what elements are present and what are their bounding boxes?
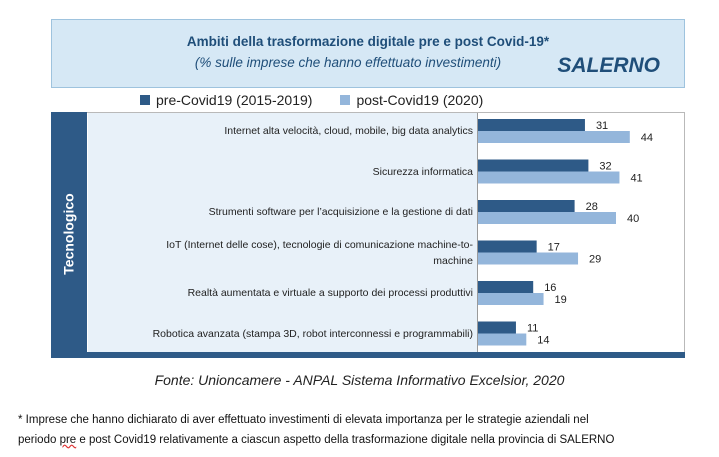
bar-post	[478, 131, 630, 143]
bar-post	[478, 252, 579, 265]
data-label-pre: 31	[596, 120, 608, 132]
bar-pre	[478, 321, 516, 334]
data-label-pre: 11	[527, 323, 538, 335]
category-label-line: machine	[433, 254, 473, 267]
data-label-pre: 32	[599, 161, 611, 173]
bar-pre	[478, 200, 575, 212]
footnote-pre-word: pre	[59, 434, 77, 446]
category-labels-area	[88, 113, 478, 355]
data-label-pre: 17	[548, 242, 560, 254]
bar-pre	[478, 119, 585, 131]
bar-pre	[478, 159, 589, 172]
source-note: Fonte: Unioncamere - ANPAL Sistema Infor…	[154, 372, 565, 388]
data-label-post: 41	[630, 173, 642, 185]
chart-header: Ambiti della trasformazione digitale pre…	[51, 19, 685, 88]
footnote-line-2: periodo pre e post Covid19 relativamente…	[18, 430, 718, 450]
chart-title: Ambiti della trasformazione digitale pre…	[186, 34, 550, 49]
data-label-pre: 16	[544, 282, 556, 294]
city-label: SALERNO	[557, 54, 660, 77]
legend-item-post: post-Covid19 (2020)	[340, 92, 483, 108]
data-label-pre: 28	[586, 201, 598, 213]
data-label-post: 14	[537, 335, 549, 347]
category-label: Robotica avanzata (stampa 3D, robot inte…	[93, 326, 473, 342]
data-label-post: 40	[627, 213, 639, 225]
bar-post	[478, 293, 544, 305]
legend-swatch-pre	[140, 95, 150, 105]
legend-label-pre: pre-Covid19 (2015-2019)	[156, 92, 313, 108]
legend-item-pre: pre-Covid19 (2015-2019)	[140, 92, 312, 108]
category-label-line: Strumenti software per l’acquisizione e …	[208, 206, 473, 218]
footnote-line-2-start: periodo	[18, 434, 60, 446]
chart-subtitle: (% sulle imprese che hanno effettuato in…	[194, 55, 502, 70]
bar-post	[478, 212, 616, 224]
category-label-line: Robotica avanzata (stampa 3D, robot inte…	[152, 327, 473, 340]
category-label: Internet alta velocità, cloud, mobile, b…	[93, 123, 473, 139]
category-label: Realtà aumentata e virtuale a supporto d…	[93, 285, 473, 301]
legend-swatch-post	[340, 95, 351, 105]
footnote-line-1: * Imprese che hanno dichiarato di aver e…	[18, 414, 589, 426]
bar-post	[478, 333, 527, 346]
footnote: * Imprese che hanno dichiarato di aver e…	[18, 410, 718, 450]
category-axis-line	[477, 113, 478, 355]
category-label-line: Realtà aumentata e virtuale a supporto d…	[187, 287, 473, 299]
legend: pre-Covid19 (2015-2019) post-Covid19 (20…	[140, 91, 511, 109]
data-label-post: 19	[555, 294, 567, 306]
category-label-line: Internet alta velocità, cloud, mobile, b…	[224, 125, 473, 137]
legend-label-post: post-Covid19 (2020)	[356, 92, 484, 108]
bar-post	[478, 171, 620, 184]
data-label-post: 29	[589, 254, 601, 266]
category-label: IoT (Internet delle cose), tecnologie di…	[93, 237, 473, 269]
category-label-line: Sicurezza informatica	[372, 165, 473, 178]
category-label: Strumenti software per l’acquisizione e …	[93, 204, 473, 220]
footnote-line-2-end: e post Covid19 relativamente a ciascun a…	[76, 434, 615, 446]
bottom-strip	[51, 352, 685, 358]
side-band	[51, 112, 87, 356]
data-label-post: 44	[641, 132, 653, 144]
category-label-line: IoT (Internet delle cose), tecnologie di…	[166, 238, 473, 251]
bar-pre	[478, 281, 534, 293]
category-label: Sicurezza informatica	[93, 164, 473, 180]
bar-pre	[478, 240, 537, 253]
